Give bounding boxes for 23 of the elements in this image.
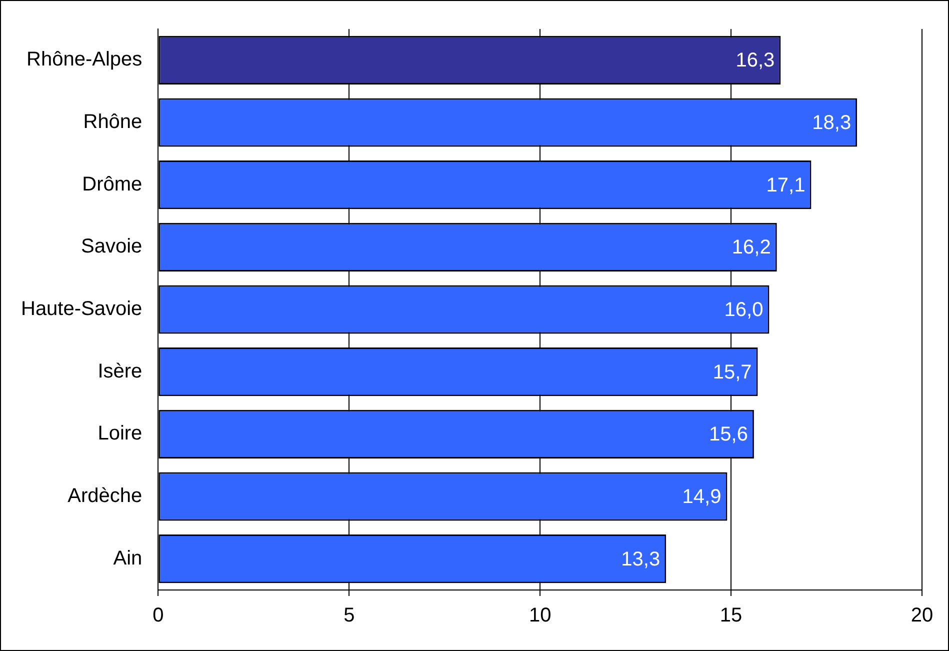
data-label: 13,3 [621,548,660,570]
data-label: 15,7 [712,361,752,384]
x-tick-label: 0 [152,604,164,627]
data-label: 18,3 [812,112,852,134]
data-label: 15,6 [709,424,748,446]
y-tick-label: Isère [98,360,142,382]
x-tick-label: 15 [720,604,742,627]
x-tick-label: 20 [910,604,934,627]
y-tick-label: Loire [98,422,142,445]
data-label: 17,1 [766,174,806,196]
data-label: 16,0 [724,299,764,322]
y-tick-label: Rhône [83,111,142,134]
y-tick-label: Savoie [81,236,142,258]
x-tick-label: 5 [344,604,355,627]
y-tick-label: Haute-Savoie [20,298,142,320]
y-tick-label: Ardèche [68,485,142,508]
y-tick-label: Ain [113,547,142,570]
data-label: 14,9 [682,486,722,508]
x-tick-label: 10 [528,604,552,627]
y-tick-label: Rhône-Alpes [26,48,142,71]
data-label: 16,3 [736,50,775,72]
y-tick-label: Drôme [82,173,142,196]
data-label: 16,2 [732,236,771,259]
